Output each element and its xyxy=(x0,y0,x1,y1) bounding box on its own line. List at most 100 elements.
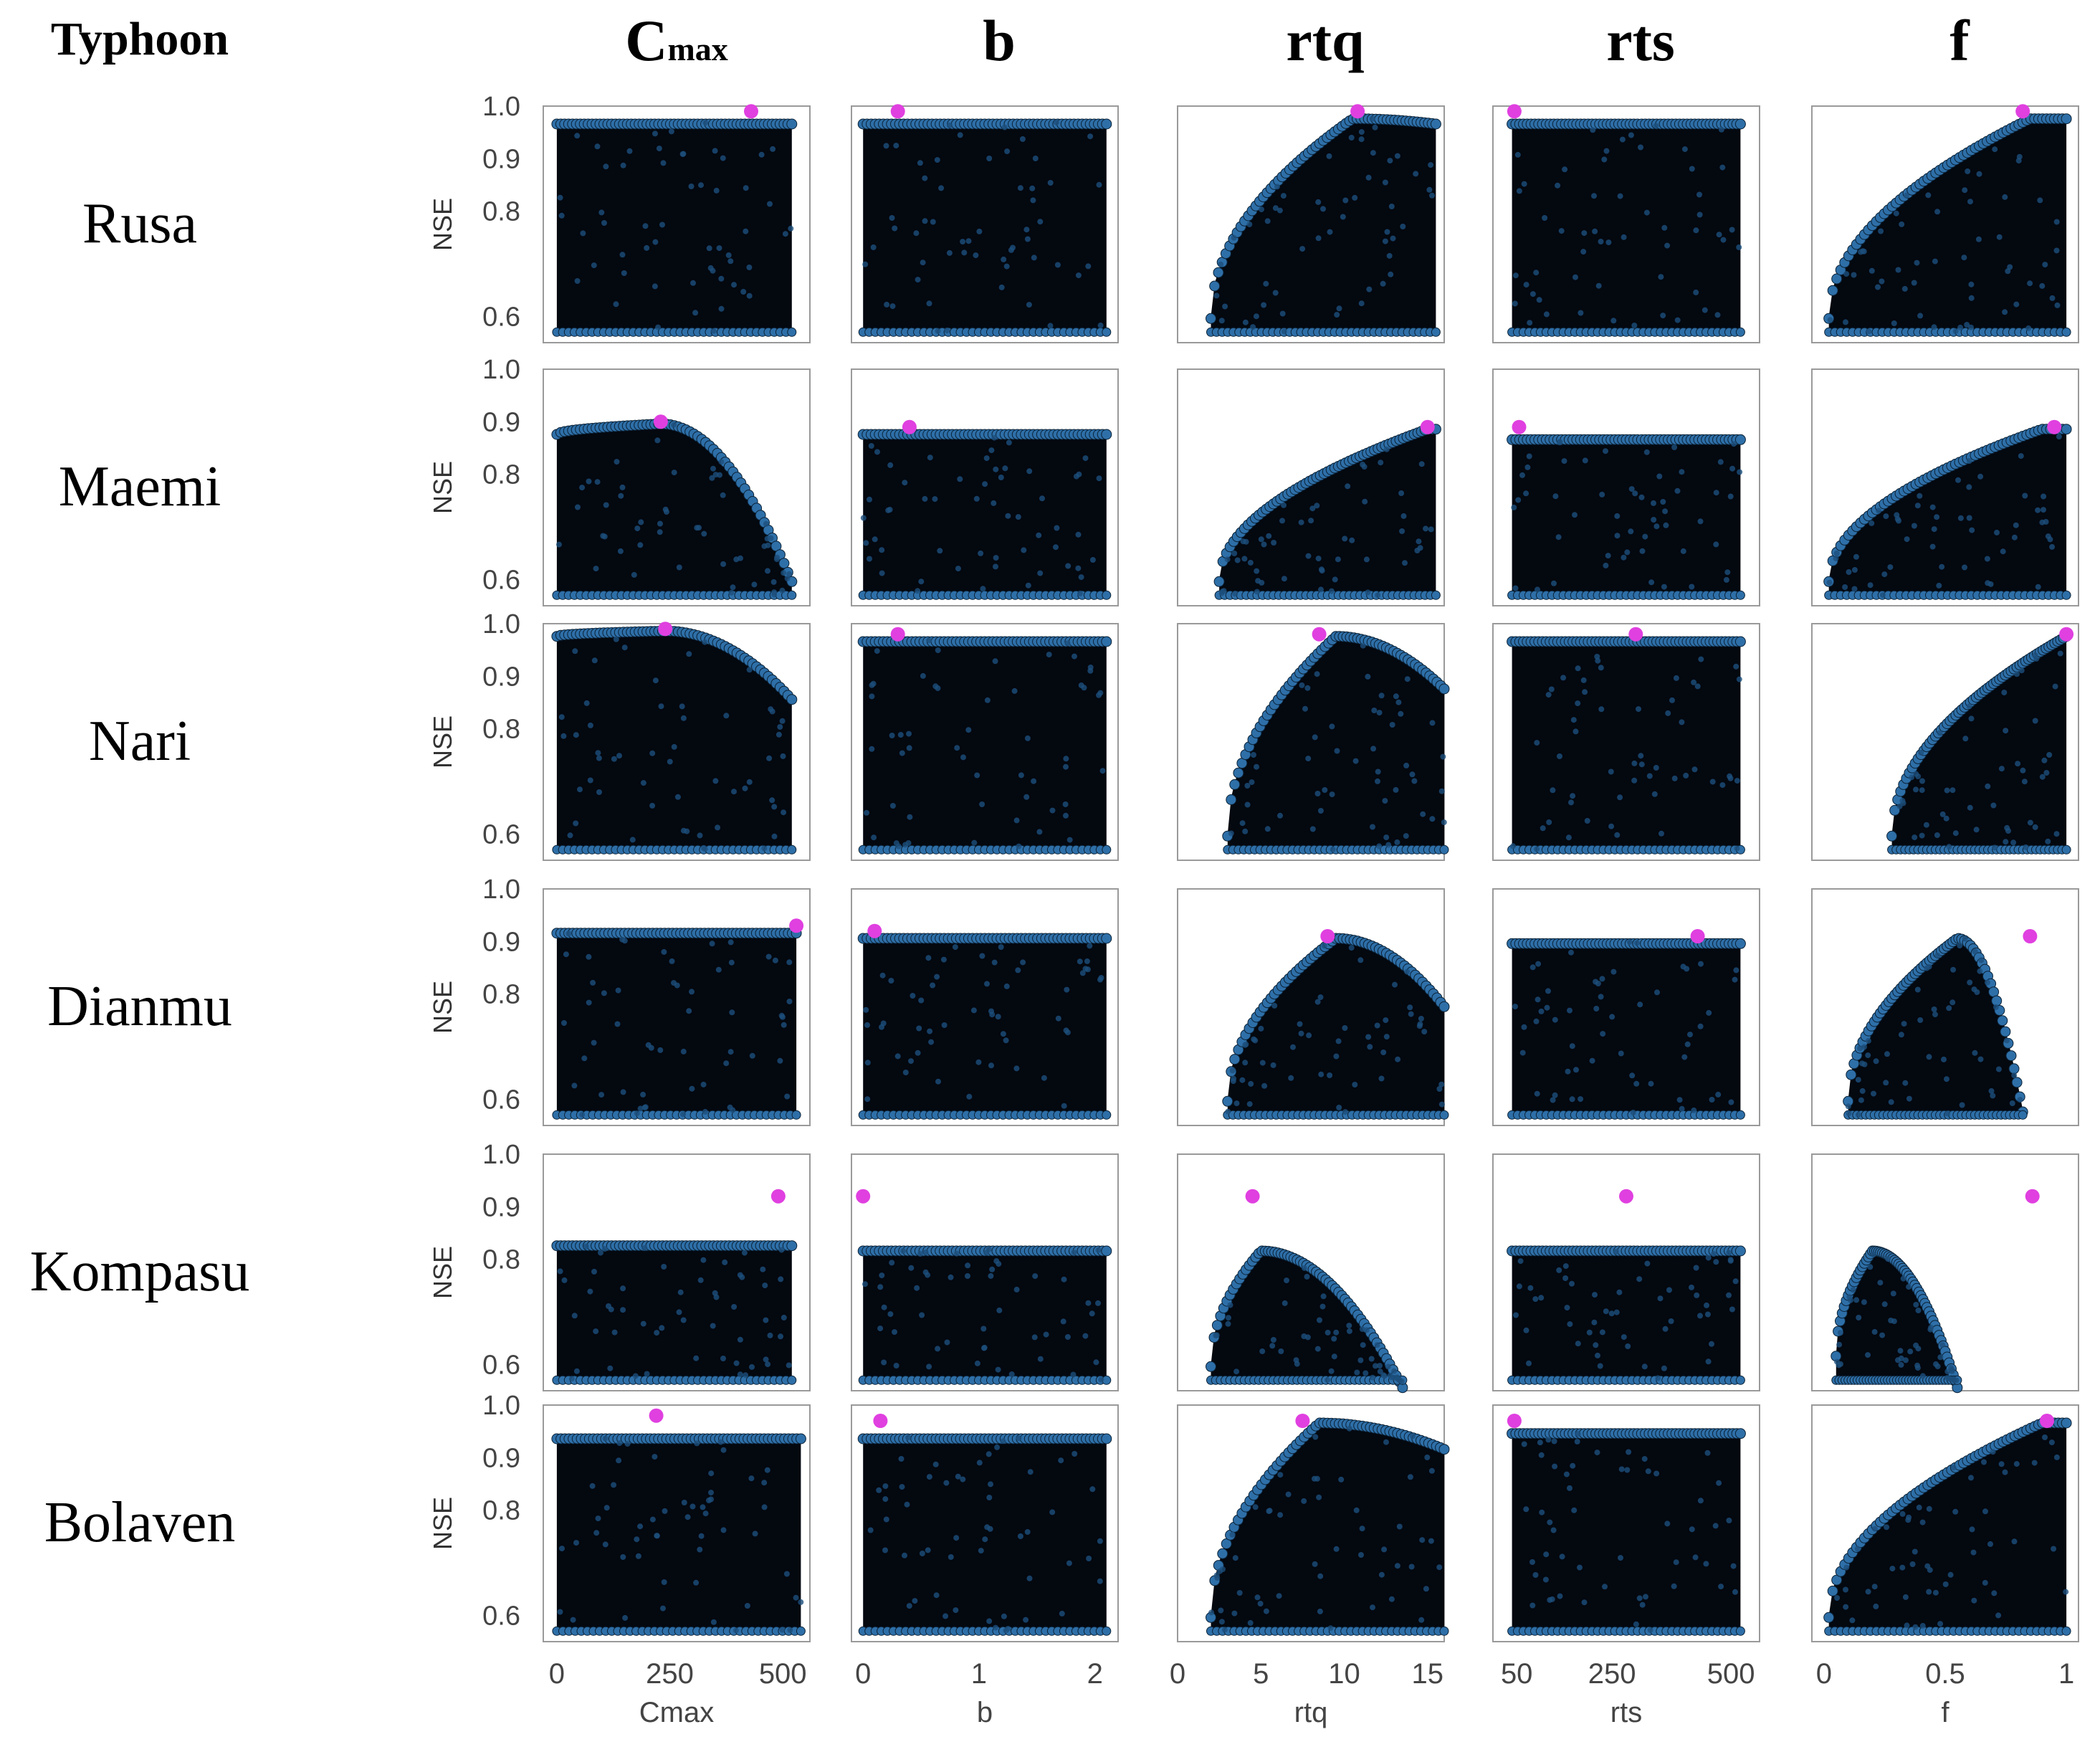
data-point xyxy=(1315,199,1322,205)
data-point xyxy=(2032,718,2038,724)
data-point xyxy=(1698,656,1704,662)
data-point xyxy=(1961,254,1967,261)
data-point xyxy=(935,328,941,334)
data-point xyxy=(987,1526,993,1532)
data-point xyxy=(1621,234,1627,240)
data-point xyxy=(717,472,722,478)
data-point xyxy=(1371,708,1378,713)
y-tick-label: 0.6 xyxy=(482,1085,520,1115)
data-point xyxy=(935,1346,941,1352)
data-point xyxy=(1064,1334,1071,1340)
data-point xyxy=(1376,710,1383,716)
data-point xyxy=(1636,706,1641,713)
data-point xyxy=(1254,763,1259,770)
data-point xyxy=(2033,655,2040,662)
data-point xyxy=(1581,1599,1588,1606)
data-point xyxy=(644,244,650,251)
data-point xyxy=(1865,1052,1871,1059)
data-point xyxy=(1589,1057,1595,1064)
data-point xyxy=(1575,1431,1581,1437)
data-point xyxy=(761,1504,768,1510)
data-point xyxy=(692,310,699,316)
data-point xyxy=(1846,1069,1857,1080)
data-point xyxy=(980,586,986,592)
data-point xyxy=(1211,1320,1223,1331)
data-point xyxy=(1919,1519,1926,1526)
data-point xyxy=(1366,286,1373,292)
data-point xyxy=(1320,1293,1327,1300)
data-point xyxy=(2013,522,2019,528)
data-point xyxy=(593,566,599,572)
data-point xyxy=(1535,961,1542,967)
data-point xyxy=(1565,1068,1571,1075)
data-point xyxy=(602,1541,608,1548)
data-point xyxy=(1025,582,1031,589)
data-point xyxy=(1564,1305,1570,1311)
data-point xyxy=(788,225,794,232)
data-point xyxy=(1026,468,1033,475)
data-point xyxy=(696,525,702,531)
data-point xyxy=(798,1599,804,1605)
data-point xyxy=(712,778,719,784)
data-point xyxy=(1430,118,1441,130)
data-point xyxy=(1618,1555,1623,1561)
data-point xyxy=(1674,487,1681,494)
data-point xyxy=(1957,515,1964,521)
data-point xyxy=(1713,541,1719,548)
data-point xyxy=(1673,1559,1679,1566)
panel-nari-f xyxy=(1811,623,2079,861)
panel-rusa-b xyxy=(851,104,1119,343)
data-point xyxy=(1374,1022,1380,1029)
data-point xyxy=(889,215,895,221)
data-point xyxy=(1017,1533,1023,1539)
data-point xyxy=(1436,1086,1443,1092)
data-point xyxy=(1899,1510,1906,1517)
data-point xyxy=(1984,556,1990,562)
data-point xyxy=(725,252,732,258)
data-point xyxy=(1317,1573,1324,1579)
data-point xyxy=(1929,504,1936,510)
point-cloud-fill xyxy=(556,122,792,333)
data-point xyxy=(1512,1004,1518,1010)
data-point xyxy=(1674,317,1681,323)
y-tick-label: 0.8 xyxy=(482,1245,520,1275)
data-point xyxy=(641,1104,648,1110)
data-point xyxy=(746,265,753,270)
data-point xyxy=(1671,1583,1677,1589)
data-point xyxy=(881,1359,887,1366)
data-point xyxy=(774,554,781,561)
data-point xyxy=(1314,1346,1321,1352)
data-point xyxy=(1691,1107,1697,1113)
data-point xyxy=(1523,490,1529,497)
data-point xyxy=(932,1461,939,1467)
data-point xyxy=(1664,242,1671,249)
data-point xyxy=(1660,313,1666,319)
data-point xyxy=(1965,168,1971,174)
data-point xyxy=(2041,493,2047,500)
data-point xyxy=(1321,943,1327,949)
data-point xyxy=(1735,327,1745,337)
data-point xyxy=(680,151,687,157)
data-point xyxy=(1631,323,1638,328)
data-point xyxy=(1519,1050,1526,1056)
data-point xyxy=(981,1344,988,1351)
data-point xyxy=(1683,772,1689,779)
data-point xyxy=(1526,1360,1532,1366)
data-point xyxy=(730,1107,736,1113)
data-point xyxy=(1382,179,1388,186)
data-point xyxy=(864,1022,870,1028)
data-point xyxy=(1279,310,1286,317)
data-point xyxy=(944,1339,950,1346)
data-point xyxy=(2003,839,2009,845)
data-point xyxy=(1362,1370,1369,1376)
data-point xyxy=(1879,592,1886,599)
data-point xyxy=(641,1245,648,1251)
data-point xyxy=(603,1505,610,1511)
data-point xyxy=(1523,1506,1529,1513)
data-point xyxy=(1385,1363,1391,1370)
data-point xyxy=(1391,1368,1397,1374)
data-point xyxy=(2011,1072,2018,1079)
data-point xyxy=(922,1250,929,1255)
data-point xyxy=(1319,1303,1326,1310)
